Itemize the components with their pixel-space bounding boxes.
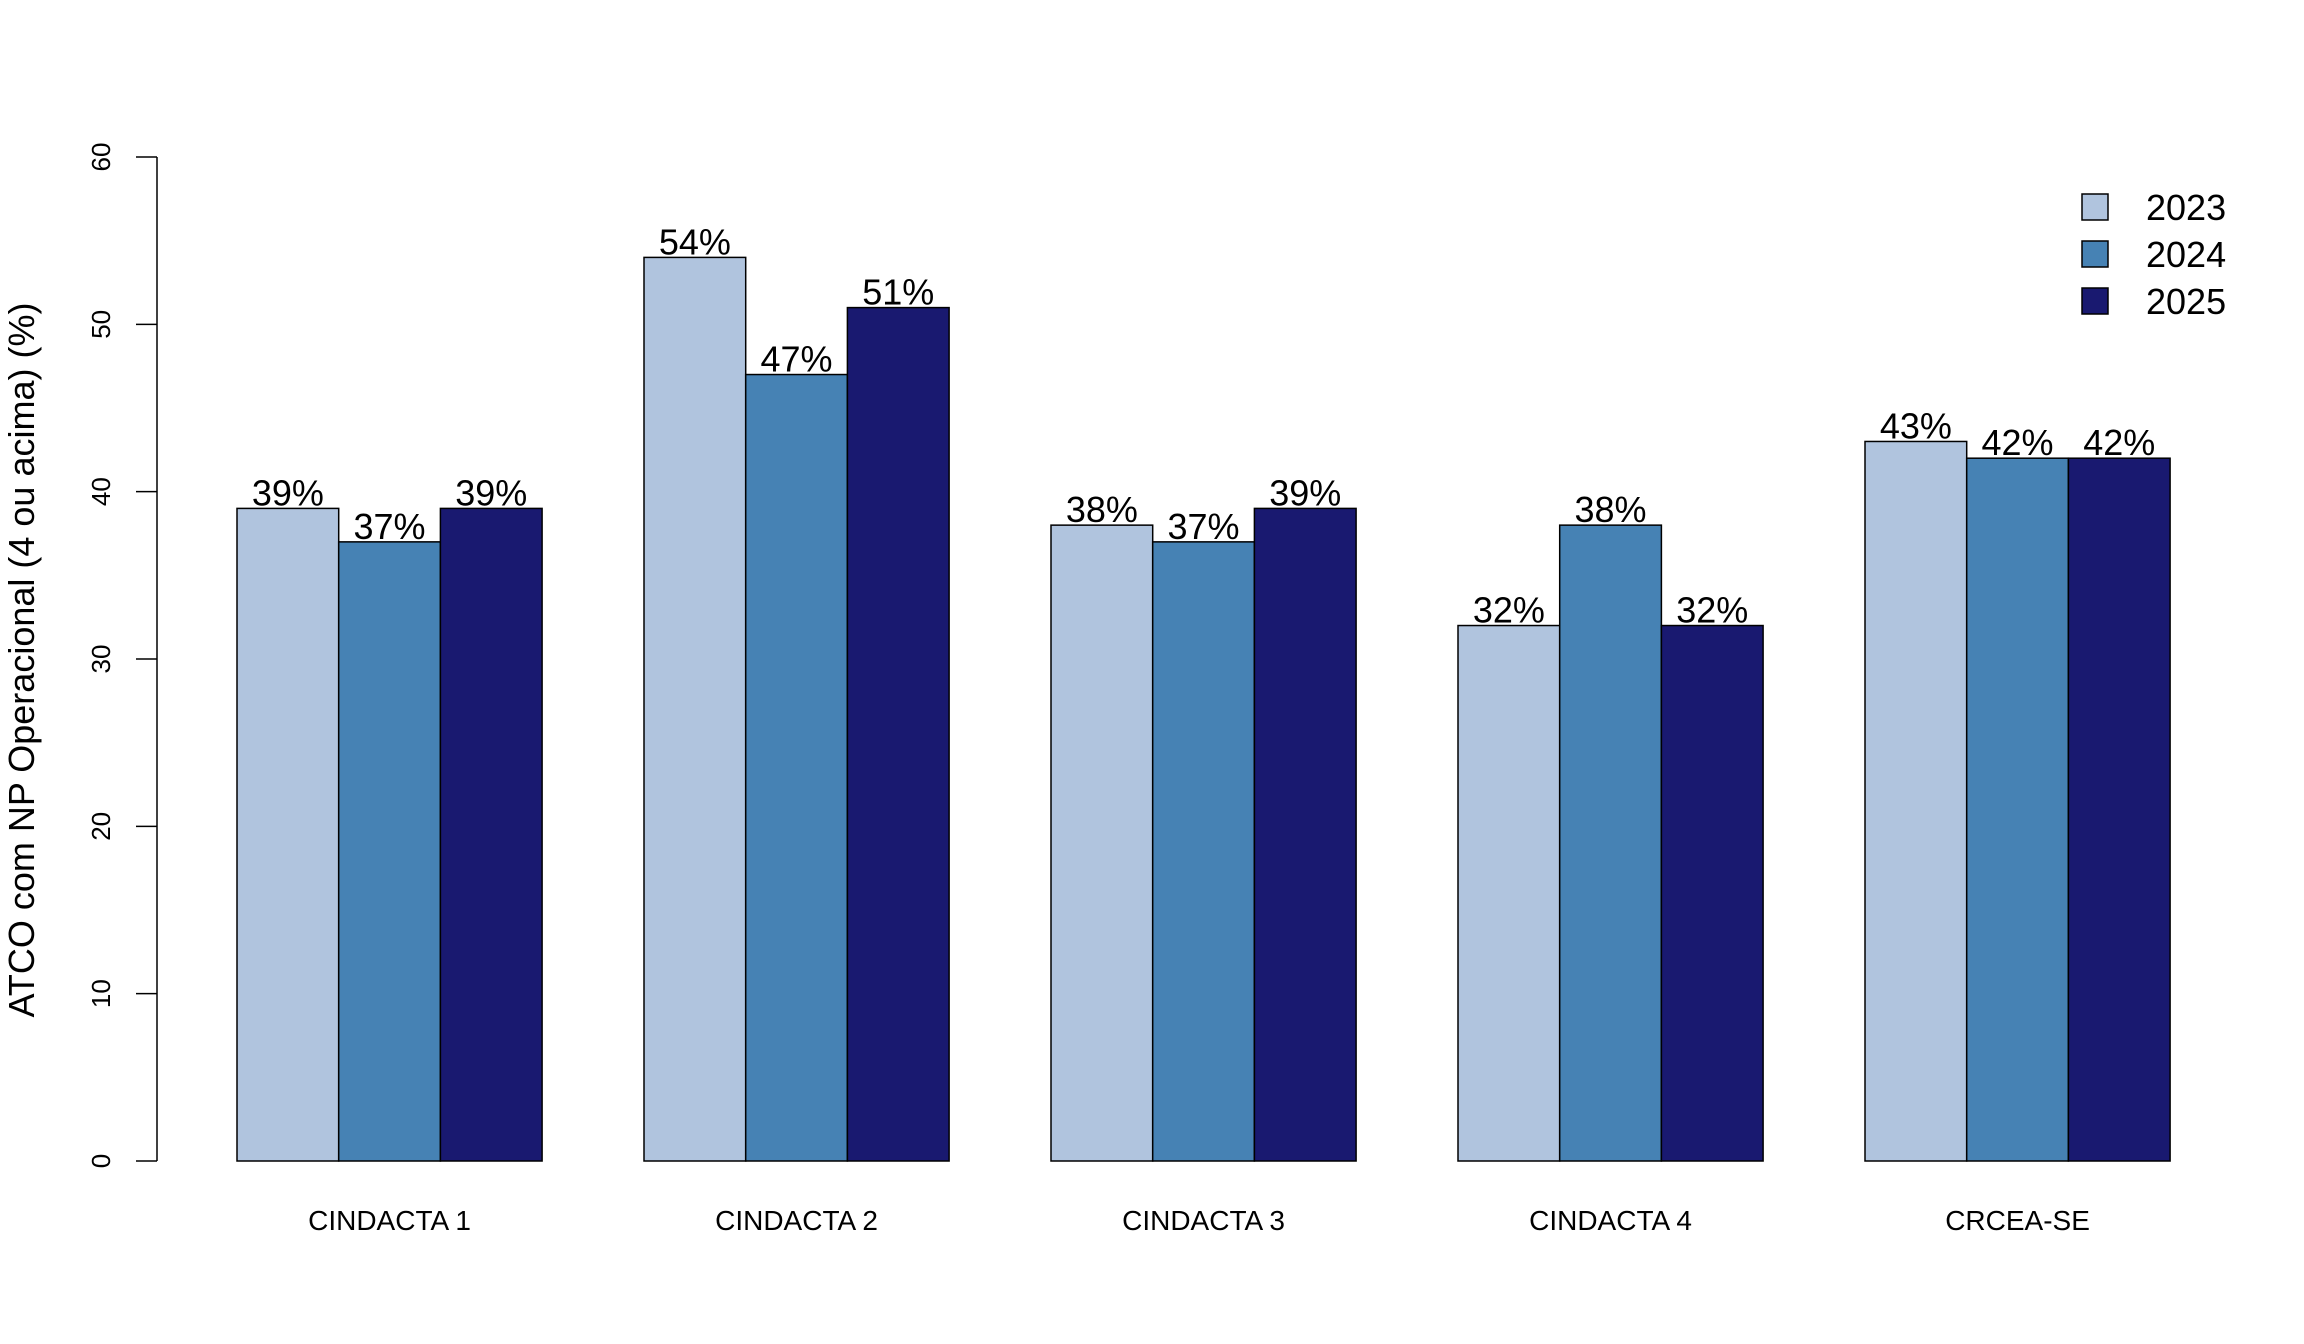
bar: [1253, 507, 1357, 1162]
legend-swatch: [2081, 193, 2109, 221]
bar: [1864, 440, 1968, 1162]
legend-swatch: [2081, 240, 2109, 268]
y-axis-title: ATCO com NP Operacional (4 ou acima) (%): [1, 303, 42, 1018]
data-label: 51%: [862, 272, 934, 313]
category-label: CINDACTA 2: [715, 1205, 878, 1236]
bar: [846, 306, 950, 1162]
data-label: 42%: [1982, 422, 2054, 463]
data-label: 47%: [761, 339, 833, 380]
data-label: 39%: [455, 472, 527, 513]
category-labels: CINDACTA 1 CINDACTA 2 CINDACTA 3 CINDACTA 4…: [308, 1205, 2090, 1236]
data-label: 43%: [1880, 405, 1952, 446]
data-label: 37%: [354, 506, 426, 547]
bar: [1965, 457, 2070, 1162]
bar: [1558, 524, 1663, 1162]
bar: [1151, 541, 1256, 1162]
y-tick-label: 0: [86, 1154, 116, 1168]
data-label: 32%: [1676, 590, 1748, 631]
category-label: CINDACTA 1: [308, 1205, 471, 1236]
legend: 2023 2024 2025: [2081, 187, 2226, 322]
data-label: 39%: [1269, 472, 1341, 513]
y-tick-label: 30: [86, 645, 116, 674]
bar: [1457, 624, 1561, 1162]
data-labels: 39% 37% 39% 54% 47% 51% 38% 37% 39% 32% 38% 32% 43% 4…: [252, 221, 2155, 630]
bar: [1050, 524, 1154, 1162]
y-axis: 0 10 20 30 40 50 60: [86, 143, 158, 1168]
category-label: CRCEA-SE: [1945, 1205, 2090, 1236]
data-label: 38%: [1066, 489, 1138, 530]
data-label: 32%: [1473, 590, 1545, 631]
bar: [236, 507, 340, 1162]
y-tick-label: 40: [86, 477, 116, 506]
bar: [744, 373, 849, 1162]
y-tick-label: 20: [86, 812, 116, 841]
category-label: CINDACTA 4: [1529, 1205, 1692, 1236]
data-label: 39%: [252, 472, 324, 513]
data-label: 54%: [659, 221, 731, 262]
bars: [236, 256, 2171, 1162]
legend-label: 2023: [2146, 187, 2226, 228]
category-label: CINDACTA 3: [1122, 1205, 1285, 1236]
legend-swatch: [2081, 287, 2109, 315]
y-tick-label: 50: [86, 310, 116, 339]
legend-label: 2024: [2146, 234, 2226, 275]
legend-label: 2025: [2146, 281, 2226, 322]
bar: [439, 507, 543, 1162]
bar: [643, 256, 747, 1162]
data-label: 42%: [2083, 422, 2155, 463]
y-tick-label: 60: [86, 143, 116, 172]
bar: [1660, 624, 1764, 1162]
y-tick-label: 10: [86, 979, 116, 1008]
bar: [337, 541, 442, 1162]
bar: [2067, 457, 2171, 1162]
data-label: 38%: [1575, 489, 1647, 530]
data-label: 37%: [1168, 506, 1240, 547]
